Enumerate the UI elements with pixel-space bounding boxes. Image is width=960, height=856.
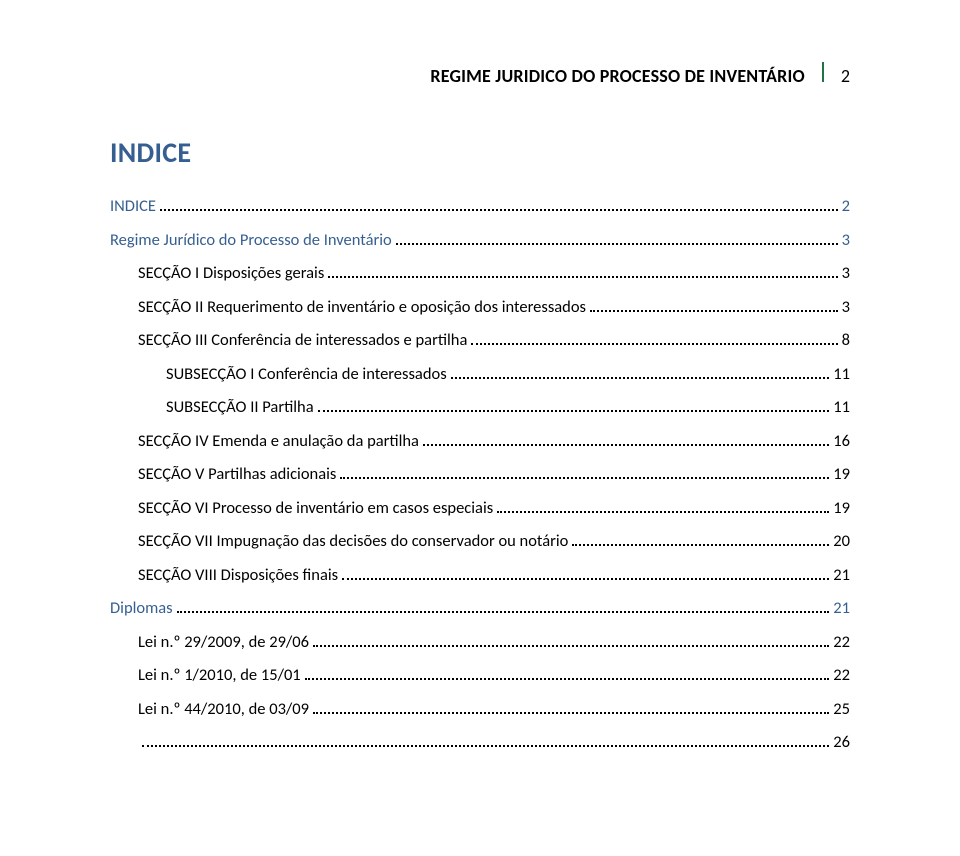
toc-entry: Lei n.º 1/2010, de 15/01 22 — [138, 667, 850, 684]
table-of-contents: INDICE 2 Regime Jurídico do Processo de In… — [110, 198, 850, 751]
toc-leader-dots — [305, 678, 830, 680]
toc-entry-page: 21 — [833, 567, 850, 584]
toc-entry-page: 11 — [833, 366, 850, 383]
toc-entry: Regime Jurídico do Processo de Inventári… — [110, 232, 850, 249]
toc-entry-label: SECÇÃO VII Impugnação das decisões do co… — [138, 533, 568, 550]
toc-entry: SUBSECÇÃO II Partilha 11 — [166, 399, 850, 416]
toc-entry-page: 3 — [842, 265, 850, 282]
toc-entry-label: SECÇÃO VI Processo de inventário em caso… — [138, 500, 493, 517]
toc-entry-label: Lei n.º 29/2009, de 29/06 — [138, 634, 309, 651]
toc-leader-dots — [313, 712, 829, 714]
toc-entry-label: Diplomas — [110, 600, 173, 617]
toc-entry-label: SECÇÃO III Conferência de interessados e… — [138, 332, 467, 349]
toc-entry: SECÇÃO II Requerimento de inventário e o… — [138, 299, 850, 316]
toc-leader-dots — [396, 243, 838, 245]
toc-leader-dots — [177, 611, 830, 613]
toc-entry-label: SECÇÃO VIII Disposições finais — [138, 567, 338, 584]
toc-leader-dots — [572, 544, 829, 546]
toc-leader-dots — [318, 410, 830, 412]
toc-entry: SUBSECÇÃO I Conferência de interessados 1… — [166, 366, 850, 383]
toc-entry: Lei n.º 29/2009, de 29/06 22 — [138, 634, 850, 651]
toc-entry-label: SECÇÃO V Partilhas adicionais — [138, 466, 336, 483]
toc-entry-page: 11 — [833, 399, 850, 416]
toc-entry: SECÇÃO VIII Disposições finais 21 — [138, 567, 850, 584]
toc-leader-dots — [142, 745, 829, 747]
toc-entry: SECÇÃO VII Impugnação das decisões do co… — [138, 533, 850, 550]
toc-entry-label: Lei n.º 44/2010, de 03/09 — [138, 701, 309, 718]
toc-entry: SECÇÃO IV Emenda e anulação da partilha 1… — [138, 433, 850, 450]
toc-entry: SECÇÃO VI Processo de inventário em caso… — [138, 500, 850, 517]
toc-entry: INDICE 2 — [110, 198, 850, 215]
toc-leader-dots — [342, 578, 829, 580]
document-page: REGIME JURIDICO DO PROCESSO DE INVENTÁRI… — [0, 0, 960, 808]
toc-entry-label: Lei n.º 1/2010, de 15/01 — [138, 667, 301, 684]
toc-entry: Lei n.º 44/2010, de 03/09 25 — [138, 701, 850, 718]
toc-leader-dots — [497, 511, 829, 513]
toc-entry: Diplomas 21 — [110, 600, 850, 617]
toc-entry-page: 22 — [833, 667, 850, 684]
toc-entry-page: 19 — [833, 466, 850, 483]
toc-entry-label: SECÇÃO II Requerimento de inventário e o… — [138, 299, 586, 316]
page-title: INDICE — [110, 135, 850, 170]
toc-entry-page: 2 — [842, 198, 850, 215]
toc-leader-dots — [423, 444, 829, 446]
running-title: REGIME JURIDICO DO PROCESSO DE INVENTÁRI… — [430, 65, 804, 87]
toc-entry-page: 22 — [833, 634, 850, 651]
toc-entry-page: 19 — [833, 500, 850, 517]
running-header: REGIME JURIDICO DO PROCESSO DE INVENTÁRI… — [110, 62, 850, 87]
toc-entry-page: 21 — [833, 600, 850, 617]
toc-leader-dots — [313, 645, 829, 647]
toc-entry: SECÇÃO I Disposições gerais 3 — [138, 265, 850, 282]
toc-entry-page: 16 — [833, 433, 850, 450]
toc-entry-page: 25 — [833, 701, 850, 718]
toc-entry-page: 3 — [842, 232, 850, 249]
toc-entry-label: SUBSECÇÃO II Partilha — [166, 399, 314, 416]
toc-leader-dots — [590, 310, 838, 312]
toc-entry-label: SECÇÃO I Disposições gerais — [138, 265, 324, 282]
toc-entry-page: 26 — [833, 734, 850, 751]
toc-entry-label: Regime Jurídico do Processo de Inventári… — [110, 232, 392, 249]
toc-leader-dots — [328, 276, 837, 278]
toc-entry-label: SUBSECÇÃO I Conferência de interessados — [166, 366, 447, 383]
toc-entry-page: 8 — [842, 332, 850, 349]
toc-leader-dots — [160, 209, 838, 211]
toc-leader-dots — [471, 343, 837, 345]
toc-entry-page: 3 — [842, 299, 850, 316]
toc-leader-dots — [340, 477, 829, 479]
toc-entry-page: 20 — [833, 533, 850, 550]
page-number: 2 — [841, 65, 850, 87]
toc-leader-dots — [451, 377, 830, 379]
toc-entry-label: INDICE — [110, 198, 156, 215]
toc-entry-label: SECÇÃO IV Emenda e anulação da partilha — [138, 433, 419, 450]
toc-entry: SECÇÃO V Partilhas adicionais 19 — [138, 466, 850, 483]
toc-entry: 26 — [138, 734, 850, 751]
header-divider — [822, 62, 824, 82]
toc-entry: SECÇÃO III Conferência de interessados e… — [138, 332, 850, 349]
